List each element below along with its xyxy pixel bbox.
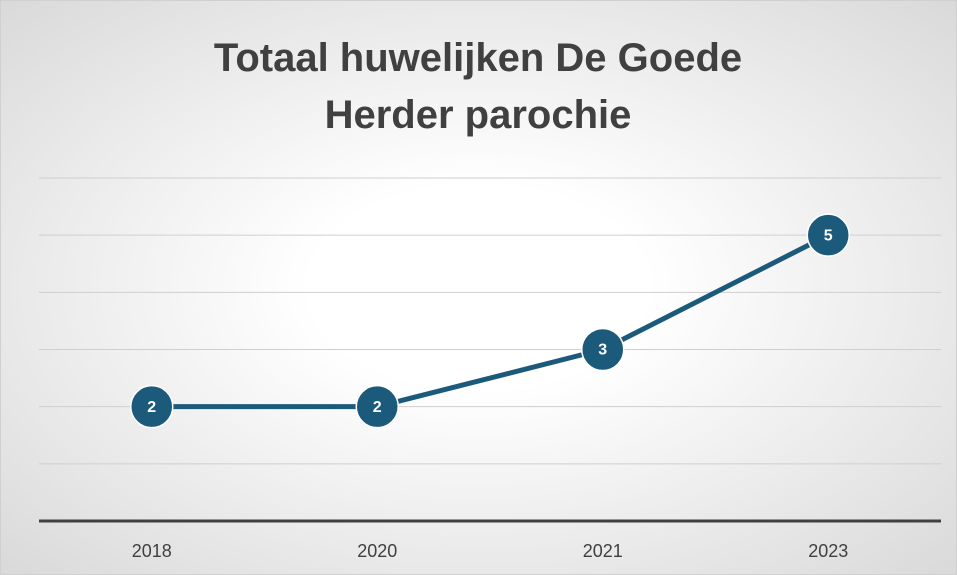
chart-title: Totaal huwelijken De Goede Herder paroch… bbox=[213, 36, 743, 137]
x-tick-label: 2018 bbox=[132, 541, 172, 561]
data-label: 3 bbox=[598, 342, 607, 359]
x-tick-label: 2021 bbox=[583, 541, 623, 561]
data-line bbox=[151, 232, 830, 410]
data-point bbox=[355, 384, 399, 429]
data-label: 2 bbox=[147, 399, 156, 416]
data-point bbox=[130, 384, 174, 429]
data-label: 2 bbox=[373, 399, 382, 416]
data-label: 5 bbox=[824, 227, 833, 244]
data-point bbox=[581, 327, 625, 372]
data-point bbox=[806, 213, 850, 257]
x-tick-label: 2023 bbox=[808, 541, 848, 561]
x-tick-label: 2020 bbox=[357, 541, 397, 561]
